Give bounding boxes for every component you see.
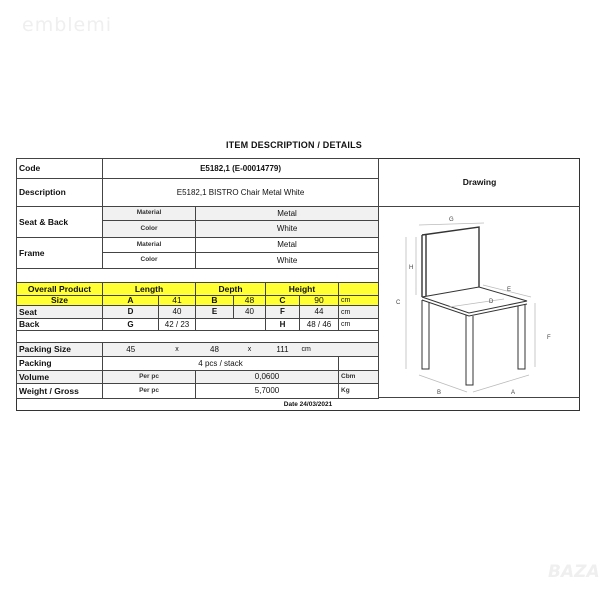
seat-back-material: Metal [194,206,380,221]
packing-unit: cm [299,342,339,357]
chair-icon [405,222,536,393]
row-description: Description E5182,1 BISTRO Chair Metal W… [16,178,380,207]
frame-color: White [194,252,380,269]
dim-d: D [102,305,159,319]
volume-per: Per pc [102,370,196,384]
code-value: E5182,1 (E-00014779) [101,158,380,179]
packing-size-label: Packing Size [16,342,103,357]
seat-back-color-label: Color [102,220,196,238]
seat-back-color: White [194,220,380,238]
packing-size-blank [338,342,380,357]
dim-label-d: D [489,299,494,305]
back-label: Back [16,318,103,331]
dim-a: A [102,295,159,306]
row-back: Back G 42 / 23 H 48 / 46 cm [16,318,380,331]
description-label: Description [16,178,103,207]
dim-label-e: E [507,287,511,293]
depth-header: Depth [195,282,266,296]
dim-h: H [265,318,300,331]
height-header: Height [265,282,339,296]
drawing-panel: Drawing G H [378,158,580,398]
frame-label: Frame [16,237,103,269]
frame-material: Metal [194,237,380,253]
details-table: Code E5182,1 (E-00014779) Description E5… [15,158,380,399]
seat-back-material-label: Material [102,206,196,221]
spacer-cell [15,268,380,283]
dim-g: G [102,318,159,331]
back-unit: cm [337,318,380,331]
drawing-header: Drawing [379,158,580,207]
back-blank [195,318,266,331]
row-spacer [15,268,380,283]
row-weight: Weight / Gross Per pc 5,7000 Kg [16,383,380,399]
volume-value: 0,0600 [195,370,339,384]
overall-label-2: Size [16,295,103,306]
dim-h-value: 48 / 46 [299,318,339,331]
description-value: E5182,1 BISTRO Chair Metal White [101,178,380,207]
page-title: ITEM DESCRIPTION / DETAILS [0,140,600,150]
row-seat-back-material: Seat & Back Material Metal [16,206,380,238]
dim-label-c: C [396,300,401,306]
dim-f: F [265,305,300,319]
dim-f-value: 44 [299,305,339,319]
volume-label: Volume [16,370,103,384]
row-frame-color: Color White [17,252,380,269]
weight-per: Per pc [102,383,196,399]
dim-label-f: F [547,335,551,341]
packing-width: 48 [195,342,234,357]
spacer-cell-2 [15,330,380,343]
seat-unit: cm [337,305,380,319]
dim-b-value: 48 [233,295,266,306]
watermark-emblemi: emblemi [22,14,113,36]
overall-label-1: Overall Product [16,282,103,296]
dim-label-g: G [449,217,454,223]
overall-unit: cm [337,295,380,306]
dim-label-b: B [437,390,441,396]
weight-unit: Kg [337,383,380,399]
packing-height: 111 [265,342,300,357]
dim-d-value: 40 [158,305,196,319]
packing-x2: x [233,342,266,357]
row-overall-size: Size A 41 B 48 C 90 cm [16,295,380,306]
dim-c-value: 90 [299,295,339,306]
title-text: ITEM DESCRIPTION / DETAILS [225,140,363,150]
frame-material-label: Material [102,237,196,253]
dim-c: C [265,295,300,306]
frame-color-label: Color [102,252,196,269]
row-seat: Seat D 40 E 40 F 44 cm [16,305,380,319]
volume-unit: Cbm [337,370,380,384]
row-spacer-2 [15,330,380,343]
weight-label: Weight / Gross [16,383,103,399]
row-packing: Packing 4 pcs / stack [16,356,380,371]
chair-drawing: G H C E D F B A [396,217,551,396]
overall-blank [337,282,380,296]
packing-label: Packing [16,356,103,371]
seat-back-label: Seat & Back [16,206,103,238]
dim-label-a: A [511,390,515,396]
dim-e-value: 40 [233,305,266,319]
packing-x1: x [158,342,196,357]
dim-b: B [195,295,234,306]
row-seat-back-color: Color White [17,220,380,238]
date-row: Date 24/03/2021 [16,398,580,411]
row-overall-header: Overall Product Length Depth Height [16,282,380,296]
packing-blank [337,356,380,371]
packing-length: 45 [102,342,159,357]
date-text: Date 24/03/2021 [283,401,333,408]
packing-value: 4 pcs / stack [102,356,339,371]
row-packing-size: Packing Size 45 x 48 x 111 cm [16,342,380,357]
row-frame-material: Frame Material Metal [16,237,380,269]
weight-value: 5,7000 [195,383,339,399]
dim-a-value: 41 [158,295,196,306]
dim-g-value: 42 / 23 [158,318,196,331]
code-label: Code [16,158,103,179]
row-volume: Volume Per pc 0,0600 Cbm [16,370,380,384]
dim-e: E [195,305,234,319]
row-code: Code E5182,1 (E-00014779) [16,158,380,179]
watermark-bazar: BAZAR [548,562,600,582]
seat-label: Seat [16,305,103,319]
dim-label-h: H [409,265,413,271]
length-header: Length [102,282,196,296]
